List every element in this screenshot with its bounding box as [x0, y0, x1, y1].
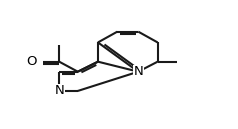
Text: N: N: [54, 84, 64, 97]
Text: N: N: [133, 65, 143, 78]
Text: O: O: [26, 55, 37, 68]
